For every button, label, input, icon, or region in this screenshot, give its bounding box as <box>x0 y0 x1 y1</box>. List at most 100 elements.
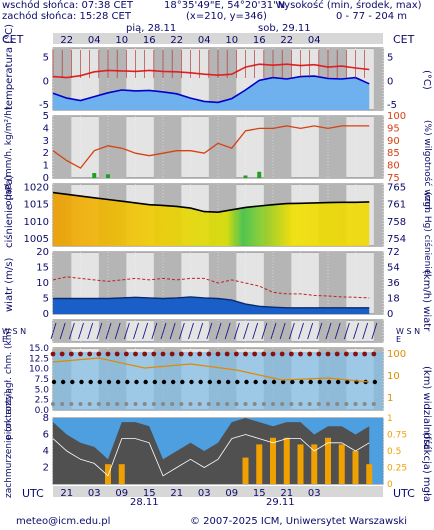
temp-label-left: temperatura (°C) <box>4 23 15 110</box>
cloud-low-dot <box>326 402 330 406</box>
wind-direction-arrow <box>160 322 167 340</box>
wind-direction-arrow <box>114 322 121 340</box>
cloud-mid-dot <box>207 379 213 385</box>
precip-tick-left: 3 <box>43 136 49 147</box>
precip-bar <box>243 175 248 178</box>
wind-direction-arrow <box>334 322 341 340</box>
cloud-top-dot <box>298 351 303 357</box>
clouds-tick-left: 0.0 <box>35 406 50 416</box>
top-hour-label: 22 <box>280 35 293 46</box>
hour-strip-bottom <box>53 486 383 497</box>
fog-bar <box>297 444 304 484</box>
cloud-mid-dot <box>326 379 332 385</box>
precip-bar <box>106 174 110 178</box>
bottom-hour-label: 03 <box>198 488 211 499</box>
wind-direction-arrow <box>87 322 94 340</box>
wind-tick-left: 0 <box>43 309 49 320</box>
wind-label-left: wiatr (m/s) <box>4 257 15 312</box>
cloud-top-dot <box>307 351 313 357</box>
wind-direction-arrow <box>362 322 369 340</box>
fog-bar <box>311 444 318 484</box>
cloud-mid-dot <box>88 379 93 385</box>
humidity-tick-right: 100 <box>387 111 406 122</box>
cloud-low-dot <box>353 402 358 406</box>
pressure-line <box>52 191 370 214</box>
timezone-left: CET <box>2 33 24 46</box>
wind-direction-arrow <box>206 322 213 340</box>
cloud-low-dot <box>161 402 165 406</box>
email-link[interactable]: meteo@icm.edu.pl <box>16 516 111 527</box>
cover-tick-left: 6 <box>43 430 49 441</box>
cloud-mid-dot <box>244 379 249 385</box>
top-hour-label: 22 <box>170 35 183 46</box>
cloud-mid-dot <box>106 379 112 385</box>
wind-direction-arrow <box>133 322 139 340</box>
temp-tick-left: 0 <box>43 76 49 87</box>
cover-label-left: zachmurzenie (oktanty) <box>4 390 14 498</box>
cloud-low-dot <box>252 402 257 406</box>
night-band <box>373 184 383 246</box>
cloud-top-dot <box>233 351 239 357</box>
wind-direction-arrow <box>197 322 204 340</box>
humidity-tick-right: 95 <box>387 123 400 134</box>
humidity-tick-right: 85 <box>387 148 400 159</box>
cloud-low-dot <box>243 402 248 406</box>
cloud-low-dot <box>151 402 156 406</box>
visibility-tick-right: 1 <box>387 393 393 404</box>
wind-direction-arrow <box>188 322 194 340</box>
cloud-low-dot <box>280 402 285 406</box>
wind-tick-right: 0 <box>387 309 393 320</box>
cloud-top-dot <box>114 351 120 357</box>
cloud-low-dot <box>216 402 220 406</box>
cloud-low-dot <box>78 402 83 406</box>
hour-strip-top <box>53 33 383 44</box>
fog-tick-right: 0.25 <box>387 464 407 474</box>
cloud-top-dot <box>178 351 184 357</box>
precip-tick-left: 4 <box>43 123 49 134</box>
cloud-top-dot <box>270 351 276 357</box>
cloud-mid-dot <box>372 379 378 385</box>
cloud-low-dot <box>307 402 312 406</box>
fog-bar <box>256 444 263 484</box>
wind-tick-right: 36 <box>387 278 400 289</box>
wind-mean-line <box>53 296 370 309</box>
top-hour-label: 16 <box>143 35 156 46</box>
cloud-low-dot <box>51 402 55 406</box>
cover-label-right: (frakcja) mgła <box>421 432 432 502</box>
pressure-tick-left: 1015 <box>24 200 49 211</box>
cover-tick-left: 4 <box>43 446 49 457</box>
cloud-top-dot <box>215 351 221 357</box>
cloud-top-dot <box>142 351 148 357</box>
fog-bar <box>352 451 359 484</box>
cloud-top-dot <box>133 351 138 357</box>
cloud-mid-dot <box>280 379 286 385</box>
fog-tick-right: 0.75 <box>387 431 407 441</box>
pressure-tick-left: 1005 <box>24 234 49 245</box>
clouds-tick-left: 5.0 <box>35 385 50 395</box>
cloud-top-dot <box>279 351 285 357</box>
wind-direction-arrow <box>215 322 222 340</box>
cloud-mid-dot <box>189 379 194 385</box>
fog-bar <box>366 464 373 484</box>
wind-direction-arrow <box>353 322 359 340</box>
clouds-tick-left: 2.5 <box>35 396 49 406</box>
humidity-tick-right: 80 <box>387 161 400 172</box>
cloud-low-dot <box>335 402 340 406</box>
sunrise-text: wschód słońca: 07:38 CET <box>2 0 133 11</box>
cloud-low-dot <box>206 402 211 406</box>
cloud-low-dot <box>96 402 101 406</box>
wind-direction-arrow <box>316 322 323 340</box>
cloud-mid-dot <box>290 379 295 385</box>
night-band <box>373 116 383 178</box>
elevation-title: wysokość (min, środek, max) <box>276 0 422 11</box>
pressure-label-right: (mm Hg) ciśnienie <box>422 192 432 275</box>
cloud-top-dot <box>261 351 267 357</box>
temp-cold-area <box>53 76 370 110</box>
night-band <box>53 320 72 342</box>
cloud-top-dot <box>288 351 294 357</box>
cloud-mid-dot <box>198 379 203 385</box>
wind-direction-arrow <box>270 322 277 340</box>
wind-tick-left: 5 <box>43 294 49 305</box>
sunset-text: zachód słońca: 15:28 CET <box>2 11 131 22</box>
